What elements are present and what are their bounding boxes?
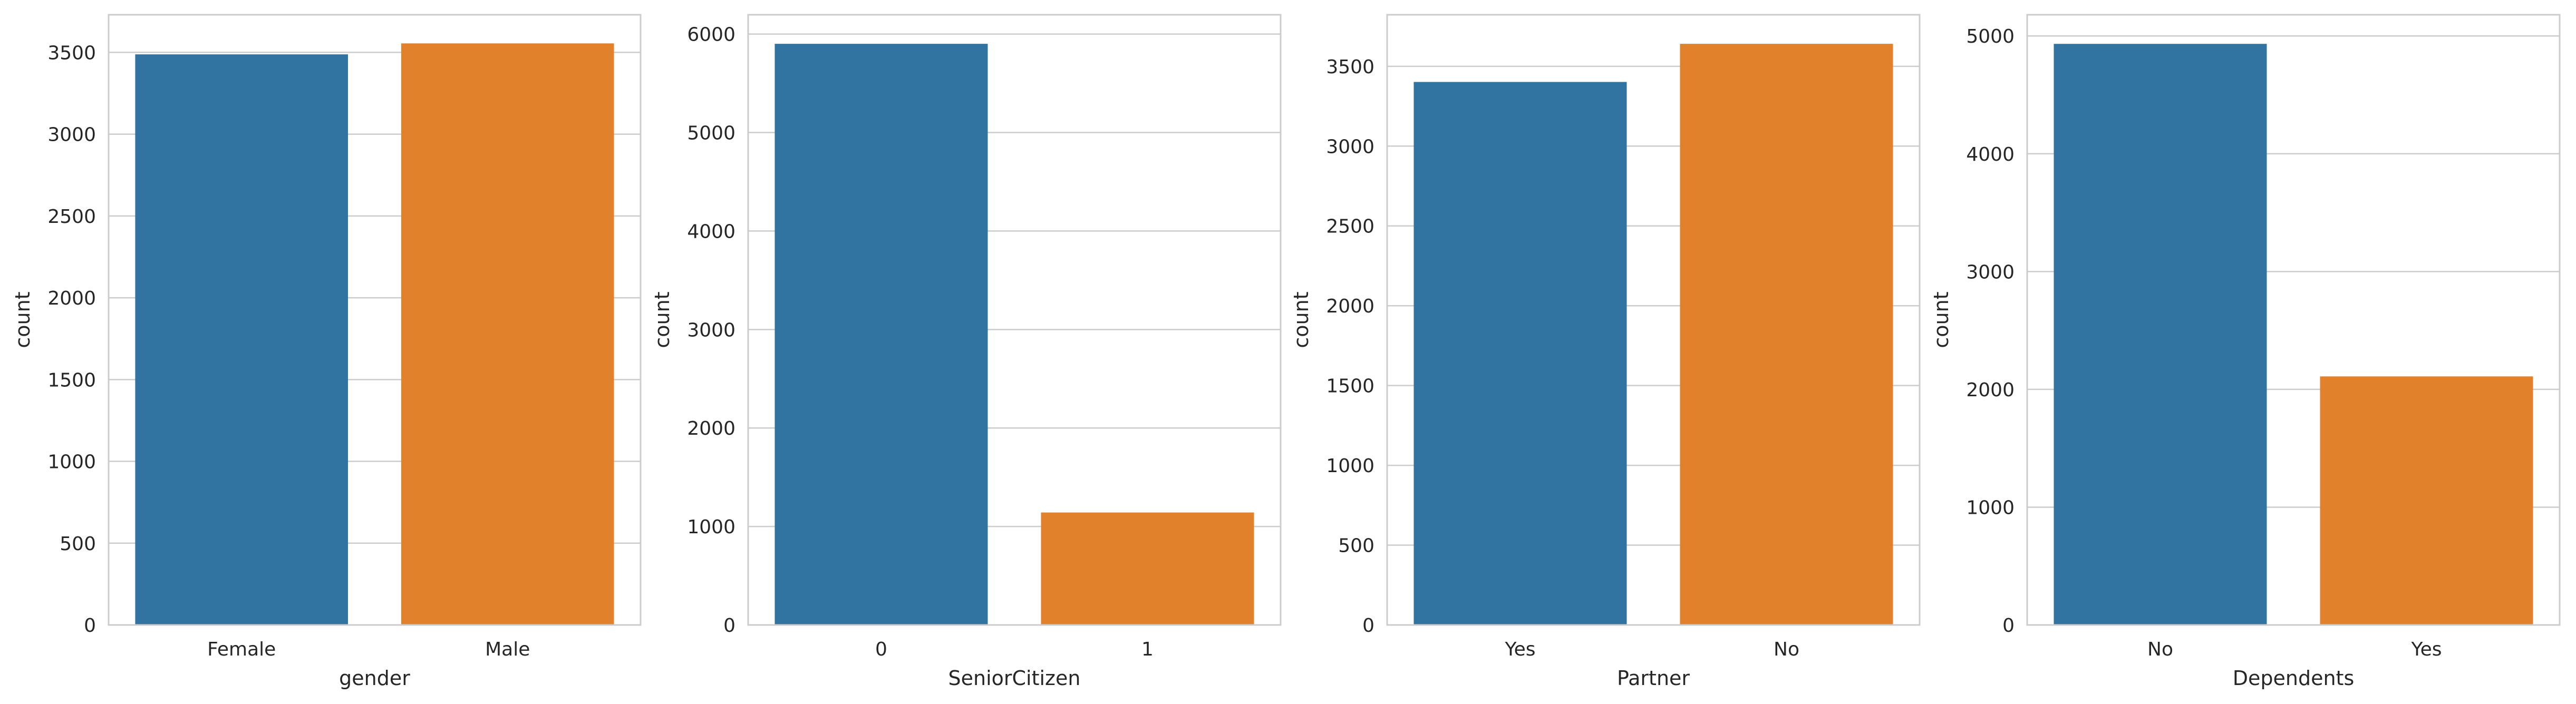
y-tick-label: 500 [60, 533, 96, 555]
y-tick-label: 4000 [687, 221, 735, 242]
y-tick-label: 0 [1362, 615, 1374, 637]
y-tick-label: 2500 [47, 206, 96, 228]
y-tick-label: 5000 [687, 123, 735, 144]
x-tick-label: 1 [1141, 639, 1154, 660]
y-axis-label: count [651, 291, 674, 348]
y-tick-label: 3500 [1326, 56, 1374, 78]
y-tick-label: 6000 [687, 24, 735, 46]
y-tick-label: 1500 [1326, 376, 1374, 397]
x-tick-label: No [1774, 639, 1799, 660]
y-tick-label: 1000 [687, 516, 735, 538]
subplot-4: 0 1000 2000 3000 4000 5000 No Yes Dependents coun… [1930, 14, 2561, 690]
y-tick-label: 0 [2002, 615, 2015, 637]
y-tick-label: 2000 [1966, 379, 2015, 401]
y-tick-label: 5000 [1966, 26, 2015, 47]
x-tick-label: Female [207, 639, 276, 660]
subplot-1: 0 500 1000 1500 2000 2500 3000 3500 Female Male ge… [11, 14, 642, 690]
y-tick-label: 1500 [47, 369, 96, 391]
x-axis-label: Partner [1617, 667, 1690, 690]
plot-frame [1386, 14, 1921, 626]
x-axis-label: gender [339, 667, 410, 690]
subplot-2: 0 1000 2000 3000 4000 5000 6000 0 1 SeniorCitizen… [651, 14, 1282, 690]
y-tick-label: 3000 [1966, 261, 2015, 283]
y-tick-label: 1000 [1326, 455, 1374, 477]
plot-frame [747, 14, 1282, 626]
y-tick-label: 2000 [687, 418, 735, 439]
x-tick-label: Yes [1504, 639, 1535, 660]
x-tick-label: Male [485, 639, 530, 660]
y-tick-label: 3000 [1326, 136, 1374, 158]
x-axis-label: Dependents [2233, 667, 2355, 690]
y-tick-label: 2500 [1326, 216, 1374, 238]
x-tick-label: Yes [2410, 639, 2442, 660]
bar-male [401, 43, 614, 625]
y-tick-label: 0 [723, 615, 735, 637]
y-tick-label: 0 [84, 615, 96, 637]
x-axis-label: SeniorCitizen [948, 667, 1081, 690]
bar-no [1680, 44, 1893, 625]
bar-female [135, 54, 348, 625]
bar-0 [774, 44, 988, 625]
y-tick-label: 4000 [1966, 144, 2015, 165]
y-tick-label: 3500 [47, 42, 96, 64]
bar-no [2054, 44, 2267, 625]
y-axis-label: count [11, 291, 34, 348]
y-tick-label: 1000 [47, 452, 96, 473]
y-tick-label: 3000 [47, 124, 96, 146]
x-tick-label: 0 [875, 639, 887, 660]
x-tick-label: No [2147, 639, 2173, 660]
y-axis-label: count [1930, 291, 1953, 348]
subplot-3: 0 500 1000 1500 2000 2500 3000 3500 Yes No Partner… [1290, 14, 1921, 690]
y-tick-label: 2000 [1326, 296, 1374, 317]
plot-frame [2026, 14, 2561, 626]
bar-yes [2320, 376, 2533, 625]
plot-frame [108, 14, 642, 626]
y-tick-label: 3000 [687, 319, 735, 341]
bar-1 [1041, 512, 1254, 625]
y-tick-label: 1000 [1966, 497, 2015, 519]
y-tick-label: 2000 [47, 288, 96, 309]
y-tick-label: 500 [1338, 535, 1374, 557]
y-axis-label: count [1290, 291, 1313, 348]
bar-yes [1413, 82, 1627, 625]
